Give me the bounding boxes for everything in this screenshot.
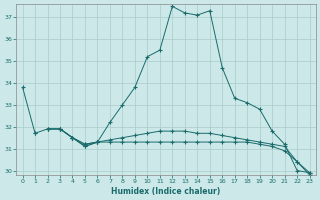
X-axis label: Humidex (Indice chaleur): Humidex (Indice chaleur) bbox=[111, 187, 221, 196]
